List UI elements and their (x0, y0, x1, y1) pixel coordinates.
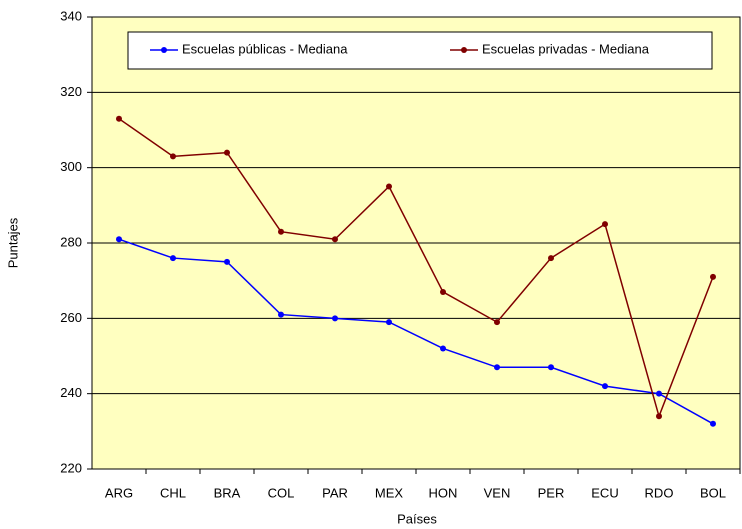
data-point (332, 315, 338, 322)
x-tick-label: RDO (645, 485, 674, 500)
legend-marker (461, 47, 467, 53)
data-point (440, 288, 446, 295)
y-tick-label: 260 (60, 310, 82, 325)
data-point (224, 149, 230, 156)
data-point (224, 258, 230, 265)
data-point (656, 390, 662, 397)
x-tick-label: CHL (160, 485, 186, 500)
y-tick-label: 300 (60, 159, 82, 174)
legend-box (127, 31, 713, 70)
y-axis-label: Puntajes (5, 217, 20, 268)
y-tick-label: 280 (60, 234, 82, 249)
x-tick-label: ECU (591, 485, 618, 500)
data-point (116, 115, 122, 122)
data-point (494, 319, 500, 326)
data-point (278, 311, 284, 318)
data-point (170, 255, 176, 262)
data-point (386, 183, 392, 190)
data-point (440, 345, 446, 352)
x-tick-label: ARG (105, 485, 133, 500)
data-point (548, 364, 554, 371)
data-point (170, 153, 176, 160)
y-tick-label: 320 (60, 84, 82, 99)
data-point (602, 221, 608, 228)
x-axis-label: Países (397, 511, 437, 526)
data-point (710, 273, 716, 280)
x-tick-label: COL (268, 485, 295, 500)
data-point (332, 236, 338, 243)
x-tick-label: BOL (700, 485, 726, 500)
data-point (386, 319, 392, 326)
y-tick-label: 240 (60, 385, 82, 400)
data-point (602, 383, 608, 390)
x-tick-label: PAR (322, 485, 348, 500)
data-point (656, 413, 662, 420)
legend-marker (161, 47, 167, 53)
legend-label: Escuelas públicas - Mediana (182, 41, 348, 56)
data-point (278, 228, 284, 235)
series-line (118, 118, 714, 419)
data-point (116, 236, 122, 243)
y-tick-label: 340 (60, 8, 82, 23)
x-tick-label: HON (429, 485, 458, 500)
x-tick-label: VEN (484, 485, 511, 500)
legend-label: Escuelas privadas - Mediana (482, 41, 650, 56)
data-point (548, 255, 554, 262)
x-tick-label: PER (538, 485, 565, 500)
series-line (118, 238, 714, 425)
data-point (494, 364, 500, 371)
data-point (710, 420, 716, 427)
y-tick-label: 220 (60, 460, 82, 475)
x-tick-label: BRA (214, 485, 241, 500)
x-tick-label: MEX (375, 485, 404, 500)
